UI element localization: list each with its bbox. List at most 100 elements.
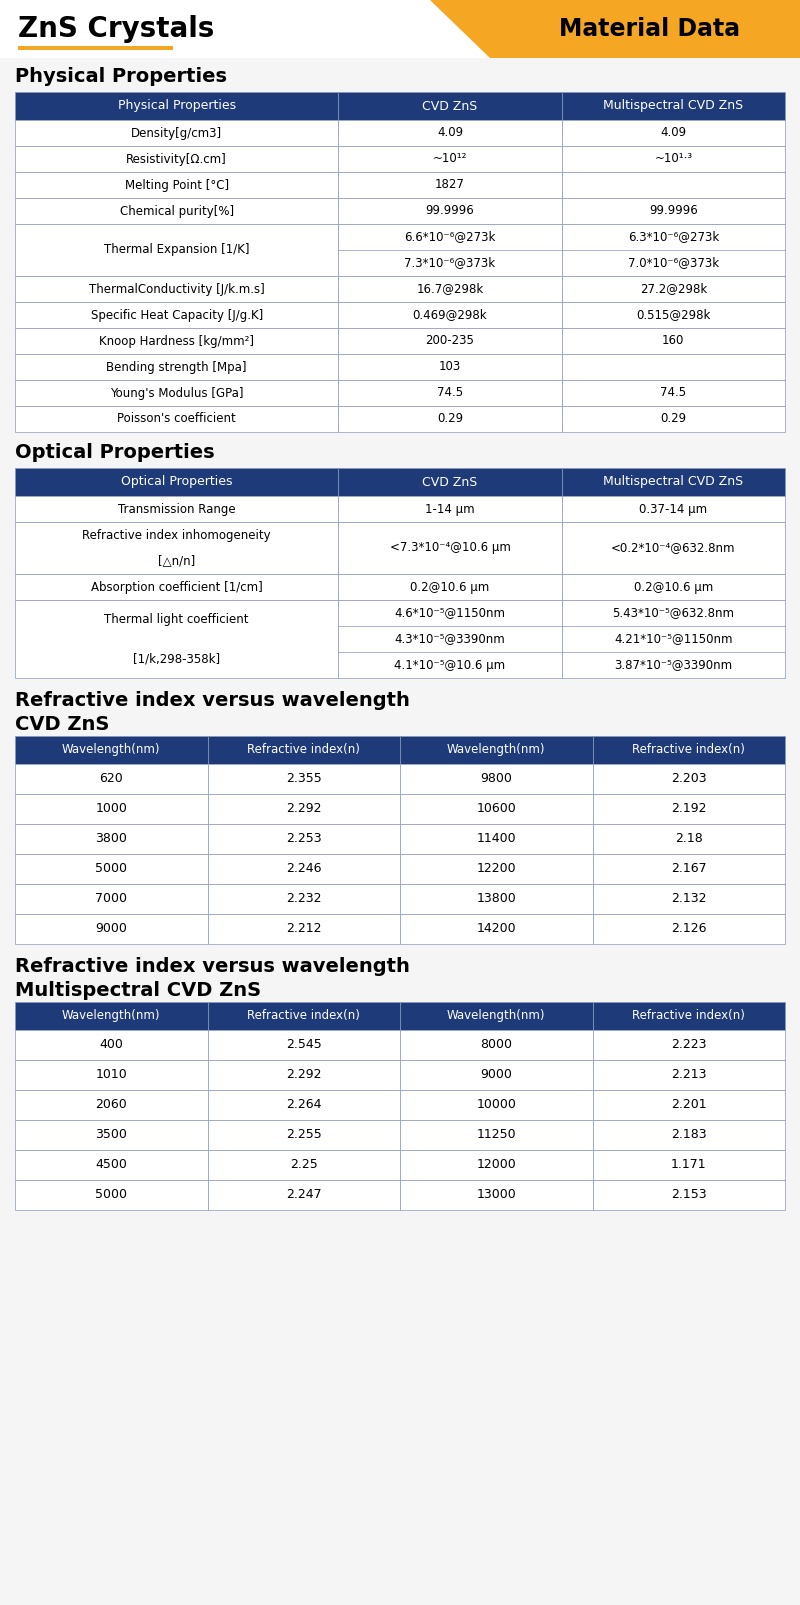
Bar	[15, 355, 338, 380]
Text: 4.3*10⁻⁵@3390nm: 4.3*10⁻⁵@3390nm	[394, 632, 506, 645]
Bar	[207, 1090, 400, 1120]
Text: 9800: 9800	[480, 772, 512, 785]
Text: Melting Point [°C]: Melting Point [°C]	[125, 178, 229, 191]
Bar	[15, 1090, 207, 1120]
Text: 27.2@298k: 27.2@298k	[640, 282, 707, 295]
Bar	[338, 575, 562, 600]
Text: 103: 103	[439, 361, 461, 374]
Bar	[15, 764, 207, 794]
Text: CVD ZnS: CVD ZnS	[422, 475, 478, 488]
Bar	[15, 146, 338, 172]
Bar	[15, 794, 207, 823]
Bar	[593, 737, 785, 764]
Text: Absorption coefficient [1/cm]: Absorption coefficient [1/cm]	[91, 581, 262, 594]
Bar	[338, 355, 562, 380]
Text: Multispectral CVD ZnS: Multispectral CVD ZnS	[603, 100, 743, 112]
Text: Refractive index(n): Refractive index(n)	[632, 743, 745, 756]
Bar	[562, 327, 785, 355]
Text: 13000: 13000	[476, 1188, 516, 1202]
Text: 0.469@298k: 0.469@298k	[413, 308, 487, 321]
Bar	[15, 1120, 207, 1151]
Bar	[18, 47, 173, 50]
Bar	[15, 120, 338, 146]
Bar	[207, 1120, 400, 1151]
Bar	[400, 1090, 593, 1120]
Text: 3.87*10⁻⁵@3390nm: 3.87*10⁻⁵@3390nm	[614, 658, 733, 671]
Bar	[207, 1030, 400, 1059]
Text: 0.29: 0.29	[437, 412, 463, 425]
Text: Bending strength [Mpa]: Bending strength [Mpa]	[106, 361, 247, 374]
Bar	[593, 1059, 785, 1090]
Text: ~10¹²: ~10¹²	[433, 152, 467, 165]
Bar	[207, 884, 400, 913]
Text: 2.201: 2.201	[671, 1098, 706, 1112]
Bar	[338, 276, 562, 302]
Text: Refractive index(n): Refractive index(n)	[247, 1010, 360, 1022]
Bar	[207, 1151, 400, 1180]
Text: 11400: 11400	[477, 833, 516, 846]
Text: 1.171: 1.171	[671, 1159, 706, 1172]
Text: 2.183: 2.183	[671, 1128, 706, 1141]
Text: <0.2*10⁻⁴@632.8nm: <0.2*10⁻⁴@632.8nm	[611, 541, 735, 554]
Bar	[562, 469, 785, 496]
Text: 0.2@10.6 μm: 0.2@10.6 μm	[410, 581, 490, 594]
Text: 2.192: 2.192	[671, 802, 706, 815]
Text: 620: 620	[99, 772, 123, 785]
Text: Optical Properties: Optical Properties	[15, 443, 214, 462]
Bar	[15, 1151, 207, 1180]
Text: 8000: 8000	[480, 1038, 512, 1051]
Bar	[593, 1090, 785, 1120]
Text: 4.6*10⁻⁵@1150nm: 4.6*10⁻⁵@1150nm	[394, 607, 506, 620]
Bar	[15, 91, 338, 120]
Text: 7.0*10⁻⁶@373k: 7.0*10⁻⁶@373k	[628, 257, 719, 270]
Bar	[593, 764, 785, 794]
Bar	[400, 1030, 593, 1059]
Bar	[562, 120, 785, 146]
Bar	[207, 764, 400, 794]
Bar	[0, 0, 800, 58]
Text: Physical Properties: Physical Properties	[15, 66, 227, 85]
Text: [△n/n]: [△n/n]	[158, 554, 195, 568]
Bar	[562, 600, 785, 677]
Bar	[593, 1002, 785, 1030]
Bar	[593, 884, 785, 913]
Text: 1010: 1010	[95, 1069, 127, 1082]
Text: 4.1*10⁻⁵@10.6 μm: 4.1*10⁻⁵@10.6 μm	[394, 658, 506, 671]
Bar	[338, 197, 562, 225]
Text: Refractive index(n): Refractive index(n)	[632, 1010, 745, 1022]
Text: 2.153: 2.153	[671, 1188, 706, 1202]
Bar	[400, 764, 593, 794]
Text: 7000: 7000	[95, 892, 127, 905]
Bar	[338, 120, 562, 146]
Text: 99.9996: 99.9996	[426, 204, 474, 218]
Bar	[400, 1151, 593, 1180]
Text: Poisson's coefficient: Poisson's coefficient	[118, 412, 236, 425]
Bar	[207, 794, 400, 823]
Text: 0.515@298k: 0.515@298k	[636, 308, 710, 321]
Text: 11250: 11250	[477, 1128, 516, 1141]
Bar	[15, 496, 338, 522]
Text: Transmission Range: Transmission Range	[118, 502, 235, 515]
Text: Refractive index inhomogeneity: Refractive index inhomogeneity	[82, 528, 271, 541]
Bar	[15, 172, 338, 197]
Bar	[15, 276, 338, 302]
Text: 2.355: 2.355	[286, 772, 322, 785]
Text: 2.167: 2.167	[671, 862, 706, 875]
Bar	[338, 91, 562, 120]
Text: Wavelength(nm): Wavelength(nm)	[62, 1010, 161, 1022]
Text: 4500: 4500	[95, 1159, 127, 1172]
Text: ThermalConductivity [J/k.m.s]: ThermalConductivity [J/k.m.s]	[89, 282, 265, 295]
Text: 3500: 3500	[95, 1128, 127, 1141]
Bar	[562, 225, 785, 276]
Bar	[593, 823, 785, 854]
Text: ~10¹·³: ~10¹·³	[654, 152, 693, 165]
Bar	[593, 1180, 785, 1210]
Bar	[207, 913, 400, 944]
Bar	[15, 406, 338, 432]
Bar	[400, 913, 593, 944]
Bar	[15, 1030, 207, 1059]
Text: 5000: 5000	[95, 862, 127, 875]
Text: Resistivity[Ω.cm]: Resistivity[Ω.cm]	[126, 152, 227, 165]
Text: Wavelength(nm): Wavelength(nm)	[447, 743, 546, 756]
Bar	[15, 302, 338, 327]
